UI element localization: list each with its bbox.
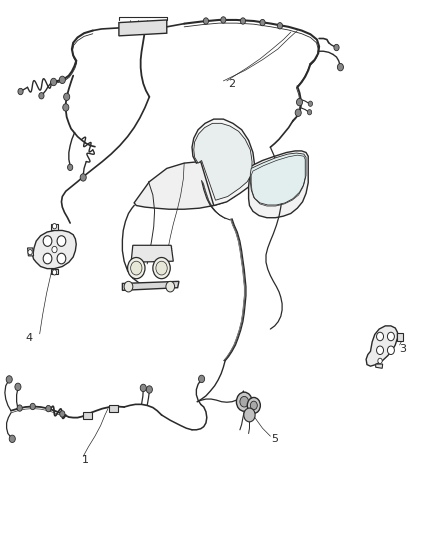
- Circle shape: [63, 104, 69, 111]
- Polygon shape: [249, 151, 308, 217]
- Circle shape: [9, 435, 15, 442]
- Circle shape: [377, 346, 384, 354]
- Circle shape: [43, 253, 52, 264]
- Polygon shape: [33, 230, 76, 269]
- Polygon shape: [134, 161, 243, 209]
- Circle shape: [277, 22, 283, 29]
- Polygon shape: [51, 269, 58, 274]
- Circle shape: [378, 358, 382, 364]
- Circle shape: [198, 375, 205, 383]
- Circle shape: [260, 19, 265, 26]
- Circle shape: [237, 392, 252, 411]
- Circle shape: [30, 403, 35, 410]
- Circle shape: [39, 93, 44, 99]
- Text: 4: 4: [25, 333, 32, 343]
- Polygon shape: [251, 153, 306, 205]
- Circle shape: [146, 386, 152, 393]
- Circle shape: [251, 401, 257, 410]
- Circle shape: [127, 257, 145, 279]
- Circle shape: [203, 18, 208, 24]
- Circle shape: [124, 281, 133, 292]
- Circle shape: [140, 384, 146, 392]
- Circle shape: [377, 332, 384, 341]
- Polygon shape: [131, 245, 173, 262]
- Circle shape: [67, 164, 73, 171]
- Polygon shape: [397, 333, 403, 341]
- Circle shape: [18, 88, 23, 95]
- Circle shape: [52, 223, 57, 229]
- Circle shape: [295, 109, 301, 116]
- Circle shape: [247, 398, 260, 414]
- Circle shape: [52, 246, 57, 253]
- Polygon shape: [376, 364, 383, 368]
- Polygon shape: [28, 248, 34, 256]
- Circle shape: [57, 236, 66, 246]
- Circle shape: [6, 376, 12, 383]
- Circle shape: [17, 405, 22, 411]
- Text: 5: 5: [271, 434, 278, 444]
- Circle shape: [334, 44, 339, 51]
- Circle shape: [60, 411, 65, 417]
- Circle shape: [240, 18, 246, 24]
- Circle shape: [46, 406, 51, 412]
- Circle shape: [50, 78, 57, 86]
- Circle shape: [388, 332, 394, 341]
- Circle shape: [221, 17, 226, 23]
- Circle shape: [64, 93, 70, 101]
- Polygon shape: [194, 123, 252, 200]
- Polygon shape: [110, 406, 118, 413]
- Circle shape: [307, 110, 312, 115]
- Circle shape: [28, 249, 32, 255]
- Circle shape: [80, 174, 86, 181]
- Polygon shape: [122, 281, 179, 290]
- Circle shape: [15, 383, 21, 391]
- Circle shape: [244, 408, 255, 422]
- Text: 2: 2: [228, 78, 235, 88]
- Circle shape: [337, 63, 343, 71]
- Circle shape: [166, 281, 175, 292]
- Circle shape: [388, 346, 394, 354]
- Circle shape: [240, 397, 249, 407]
- Circle shape: [156, 261, 167, 275]
- Circle shape: [57, 253, 66, 264]
- Polygon shape: [83, 413, 92, 419]
- Circle shape: [308, 101, 313, 107]
- Polygon shape: [366, 326, 397, 366]
- Circle shape: [52, 270, 57, 275]
- Circle shape: [297, 99, 303, 106]
- Text: 1: 1: [82, 455, 89, 465]
- Polygon shape: [192, 119, 254, 206]
- Polygon shape: [51, 224, 58, 230]
- Circle shape: [131, 261, 142, 275]
- Polygon shape: [119, 20, 167, 36]
- Circle shape: [59, 76, 65, 84]
- Text: 3: 3: [399, 344, 406, 354]
- Circle shape: [43, 236, 52, 246]
- Circle shape: [153, 257, 170, 279]
